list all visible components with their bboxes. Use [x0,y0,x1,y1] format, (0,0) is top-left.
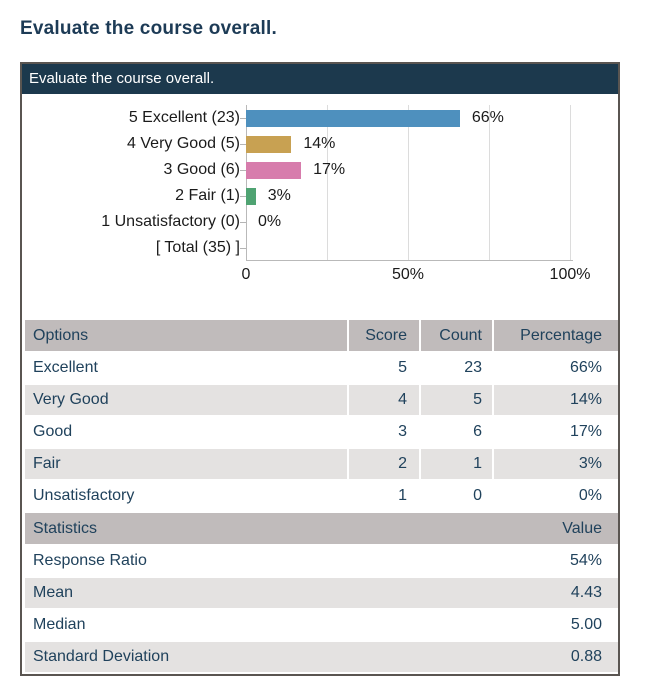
category-label: [ Total (35) ] [155,239,240,256]
chart-row-unsatisfactory: 1 Unsatisfactory (0) 0% [22,209,618,235]
header-count: Count [419,320,493,353]
stat-value: 5.00 [493,609,618,642]
x-axis-line [246,260,573,261]
statistics-table-header: Statistics Value [25,513,618,546]
option-count: 6 [419,416,493,449]
options-table: Options Score Count Percentage Excellent… [25,320,618,513]
question-results-panel: Evaluate the course overall. 5 Excellent… [20,62,620,676]
value-label: 14% [303,135,336,152]
table-row: Excellent 5 23 66% [25,352,618,385]
panel-header-title: Evaluate the course overall. [29,70,215,87]
x-tick-label-100: 100% [549,266,591,283]
header-percentage: Percentage [492,320,618,353]
table-row: Response Ratio 54% [25,545,618,578]
category-label: 3 Good (6) [163,161,240,178]
header-score: Score [347,320,420,353]
option-percentage: 66% [492,352,618,385]
category-label: 1 Unsatisfactory (0) [101,213,240,230]
bar-fair [246,187,256,205]
table-row: Fair 2 1 3% [25,448,618,481]
option-percentage: 17% [492,416,618,449]
x-tick-label-50: 50% [391,266,425,283]
option-name: Very Good [25,384,348,417]
header-options: Options [25,320,348,353]
category-label: 2 Fair (1) [175,187,240,204]
category-label: 4 Very Good (5) [127,135,240,152]
stat-label: Mean [25,577,493,610]
bar-good [246,161,302,179]
table-row: Median 5.00 [25,609,618,642]
chart-row-excellent: 5 Excellent (23) 66% [22,105,618,131]
option-name: Unsatisfactory [25,480,348,513]
option-count: 23 [419,352,493,385]
value-label: 66% [471,109,504,126]
option-count: 1 [419,448,493,481]
option-percentage: 0% [492,480,618,513]
chart-row-fair: 2 Fair (1) 3% [22,183,618,209]
table-row: Unsatisfactory 1 0 0% [25,480,618,513]
option-score: 4 [347,384,420,417]
tick-mark [240,169,246,171]
table-row: Very Good 4 5 14% [25,384,618,417]
value-label: 17% [313,161,346,178]
stat-value: 54% [493,545,618,578]
options-table-header: Options Score Count Percentage [25,320,618,353]
table-row: Good 3 6 17% [25,416,618,449]
value-label: 0% [258,213,282,230]
header-value: Value [493,513,618,546]
table-row: Standard Deviation 0.88 [25,641,618,674]
option-score: 1 [347,480,420,513]
option-name: Excellent [25,352,348,385]
panel-header: Evaluate the course overall. [22,64,618,94]
page-title: Evaluate the course overall. [20,18,277,39]
tick-mark [240,221,246,223]
option-name: Good [25,416,348,449]
tick-mark [240,117,246,119]
x-tick-label-0: 0 [241,266,251,283]
category-label: 5 Excellent (23) [128,109,240,126]
option-count: 0 [419,480,493,513]
stat-value: 0.88 [493,641,618,674]
tick-mark [240,143,246,145]
option-score: 5 [347,352,420,385]
bar-excellent [246,109,460,127]
option-name: Fair [25,448,348,481]
stat-value: 4.43 [493,577,618,610]
option-count: 5 [419,384,493,417]
bar-very-good [246,135,292,153]
option-score: 2 [347,448,420,481]
stat-label: Standard Deviation [25,641,493,674]
value-label: 3% [267,187,291,204]
option-percentage: 3% [492,448,618,481]
bar-chart: 5 Excellent (23) 66% 4 Very Good (5) 14%… [22,94,618,320]
chart-rows: 5 Excellent (23) 66% 4 Very Good (5) 14%… [22,105,618,261]
tick-mark [240,247,246,249]
statistics-table: Statistics Value Response Ratio 54% Mean… [25,513,618,674]
stat-label: Median [25,609,493,642]
option-percentage: 14% [492,384,618,417]
chart-row-very-good: 4 Very Good (5) 14% [22,131,618,157]
stat-label: Response Ratio [25,545,493,578]
header-statistics: Statistics [25,513,493,546]
chart-row-total: [ Total (35) ] [22,235,618,261]
chart-row-good: 3 Good (6) 17% [22,157,618,183]
table-row: Mean 4.43 [25,577,618,610]
tick-mark [240,195,246,197]
option-score: 3 [347,416,420,449]
